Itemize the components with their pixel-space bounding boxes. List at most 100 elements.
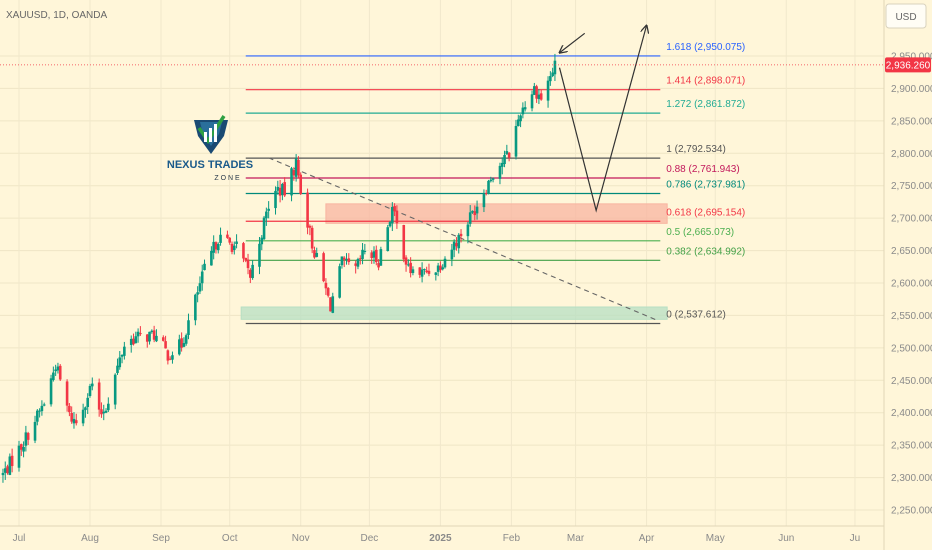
candle-body [265,211,268,219]
candle-body [441,267,445,270]
logo-subtext: Z O N E [214,175,240,182]
candle-body [178,339,181,355]
fib-level-label: 1.414 (2,898.071) [666,76,745,87]
time-tick-label: Mar [567,533,585,544]
candle-body [38,410,41,412]
candle-body [436,265,440,272]
fib-level-label: 0.5 (2,665.073) [666,227,734,238]
fib-level-label: 0 (2,537.612) [666,309,726,320]
candle-body [322,253,325,282]
price-tick-label: 2,900.000 [891,84,932,95]
projection-layer [560,26,647,213]
candle-body [345,259,348,261]
candle-body [354,263,357,266]
candle-body [404,257,408,265]
candle-body [155,335,158,342]
price-axis[interactable]: 2,250.000 2,300.000 2,350.000 2,400.000 2,45… [891,52,932,517]
candle-body [409,262,412,274]
candle-body [372,251,376,258]
candle-body [361,249,364,259]
candle-body [363,250,367,252]
currency-button[interactable]: USD [885,3,927,29]
candle-body [281,184,284,196]
price-tick-label: 2,750.000 [891,181,932,192]
candle-body [145,334,149,342]
candle-body [356,259,360,267]
candle-body [161,337,165,341]
candle-body [203,263,206,271]
candle-body [482,194,486,208]
time-tick-label: Jul [13,533,26,544]
candle-body [10,455,14,467]
price-tick-label: 2,500.000 [891,343,932,354]
candle-body [315,252,319,257]
candle-body [379,249,383,266]
symbol-title: XAUUSD, 1D, OANDA [6,10,107,21]
candle-body [235,241,238,244]
candle-body [116,365,119,374]
price-tick-label: 2,600.000 [891,279,932,290]
time-tick-label: Feb [503,533,521,544]
candle-body [299,174,303,194]
candle-body [402,225,406,260]
fib-level-label: 1.272 (2,861.872) [666,99,745,110]
price-tick-label: 2,250.000 [891,506,932,517]
candle-body [503,154,506,165]
price-tick-label: 2,650.000 [891,246,932,257]
candle-body [491,178,495,180]
candle-body [489,179,493,182]
candle-body [33,421,37,441]
candle-body [450,249,454,260]
candle-body [455,243,458,247]
candle-body [97,382,101,410]
candle-body [331,296,335,313]
candle-body [26,433,30,440]
current-price-value: 2,936.260 [886,60,931,71]
candle-body [262,217,266,240]
candle-body [443,258,447,268]
logo-text: NEXUS TRADES [167,159,253,171]
candle-body [533,86,536,95]
candle-body [283,182,286,196]
candle-body [260,237,264,245]
dashed-trendline [268,157,659,322]
candle-body [358,258,362,260]
candle-body [3,468,7,473]
fib-level-label: 0.618 (2,695.154) [666,207,745,218]
candle-body [24,432,28,446]
candle-body [164,341,167,349]
candle-body [81,409,85,424]
candle-body [276,186,280,191]
candle-body [90,383,94,387]
candle-body [395,210,399,224]
candle-body [180,338,183,348]
fibonacci-layer: 1.618 (2,950.075) 1.414 (2,898.071) 1.272 … [245,42,745,325]
candle-body [42,404,46,406]
candle-body [439,265,442,271]
candle-body [70,412,73,422]
price-tick-label: 2,550.000 [891,311,932,322]
fib-level-label: 0.382 (2,634.992) [666,246,745,257]
pointer-arrow-icon [560,32,586,52]
candle-body [391,206,394,224]
time-axis[interactable]: Jul Aug Sep Oct Nov Dec 2025 Feb Mar Apr May Jun Ju [13,533,861,544]
candle-body [452,241,456,250]
candle-body [88,385,92,396]
time-tick-label: May [706,533,725,544]
candle-body [19,444,23,450]
candle-body [72,418,76,424]
candle-body [324,282,328,289]
candle-body [340,256,344,266]
candle-body [292,170,296,176]
candle-body [200,271,204,284]
candle-body [427,270,431,274]
price-tick-label: 2,700.000 [891,214,932,225]
supply-zone [325,203,668,224]
candle-body [310,227,314,249]
candle-body [342,257,346,260]
candle-body [65,381,69,406]
candle-body [290,168,293,196]
candle-body [393,206,396,212]
fib-level-label: 0.786 (2,737.981) [666,180,745,191]
